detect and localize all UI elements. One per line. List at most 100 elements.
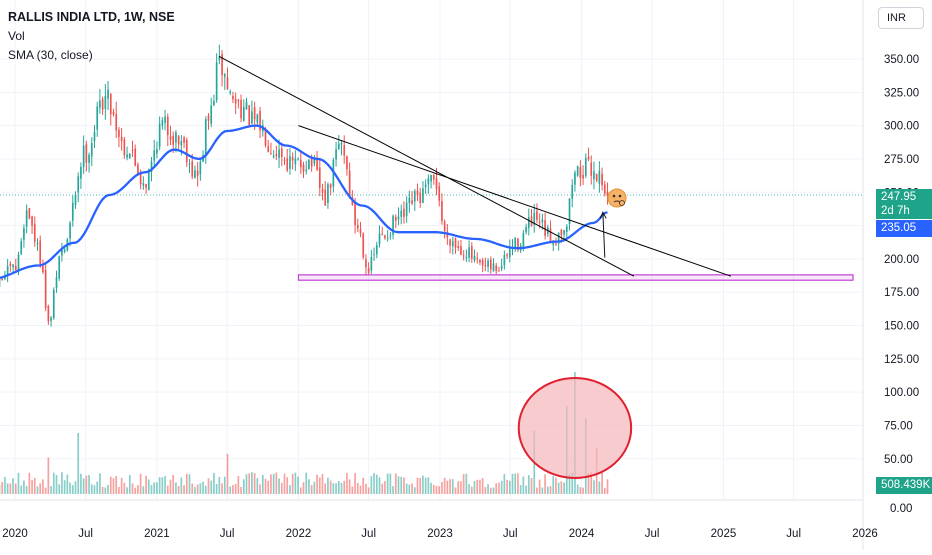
candle-body: [143, 183, 145, 185]
candle-body: [593, 171, 595, 179]
bar-countdown: 2d 7h: [881, 204, 932, 218]
volume-bar: [289, 485, 291, 494]
currency-button[interactable]: INR: [878, 7, 924, 29]
price-tick-label: 275.00: [884, 154, 919, 166]
volume-bar: [77, 433, 79, 494]
symbol-title[interactable]: RALLIS INDIA LTD, 1W, NSE: [8, 8, 175, 27]
candle-body: [514, 238, 516, 248]
candle-body: [474, 256, 476, 260]
candle-body: [563, 230, 565, 235]
candle-body: [406, 203, 408, 216]
volume-bar: [387, 474, 389, 494]
volume-bar: [221, 483, 223, 494]
time-axis-bg[interactable]: [0, 500, 863, 550]
volume-bar: [398, 476, 400, 494]
volume-bar: [189, 474, 191, 494]
volume-bar: [208, 478, 210, 494]
volume-bar: [558, 483, 560, 494]
sma-value-tag: 235.05: [876, 220, 932, 237]
volume-bar: [441, 482, 443, 494]
candle-body: [96, 107, 98, 130]
support-zone[interactable]: [298, 275, 853, 280]
volume-bar: [335, 483, 337, 494]
candle-body: [105, 96, 107, 109]
candle-body: [64, 249, 66, 252]
candle-body: [585, 158, 587, 176]
volume-bar: [463, 474, 465, 494]
candle-body: [552, 243, 554, 245]
candle-body: [213, 101, 215, 105]
candle-body: [189, 164, 191, 165]
candle-body: [390, 235, 392, 236]
volume-bar: [582, 488, 584, 494]
volume-bar: [67, 475, 69, 494]
candle-body: [528, 217, 530, 228]
volume-bar: [390, 474, 392, 494]
volume-bar: [229, 487, 231, 494]
candle-body: [409, 198, 411, 203]
candle-body: [45, 270, 47, 308]
volume-bar: [295, 473, 297, 494]
volume-bar: [64, 480, 66, 494]
candle-body: [276, 154, 278, 156]
volume-ellipse-group: [519, 378, 631, 478]
volume-bar: [449, 479, 451, 494]
legend-sma[interactable]: SMA (30, close): [8, 46, 175, 65]
candle-body: [15, 266, 17, 270]
candle-body: [596, 174, 598, 180]
candle-body: [550, 228, 552, 242]
emoji-group: [608, 189, 626, 207]
volume-bar: [15, 484, 17, 494]
price-axis-bg[interactable]: [863, 0, 932, 550]
candle-body: [577, 166, 579, 176]
candle-body: [387, 238, 389, 239]
candle-body: [542, 219, 544, 222]
volume-highlight-ellipse[interactable]: [519, 378, 631, 478]
volume-bar: [94, 485, 96, 494]
candle-body: [590, 163, 592, 176]
candle-body: [305, 170, 307, 172]
time-tick-label: 2024: [569, 528, 595, 540]
last-price-tag: 247.95 2d 7h: [876, 189, 932, 219]
last-price-value: 247.95: [881, 190, 932, 204]
volume-bar: [308, 479, 310, 494]
candle-body: [506, 254, 508, 255]
volume-bar: [525, 486, 527, 494]
volume-bar: [96, 482, 98, 494]
candle-body: [159, 124, 161, 147]
thinking-face-emoji-icon[interactable]: [608, 189, 626, 207]
volume-bar: [604, 488, 606, 494]
volume-bar: [45, 488, 47, 494]
volume-bar: [99, 473, 101, 494]
volume-bar: [7, 483, 9, 494]
candle-body: [376, 245, 378, 254]
candle-body: [335, 149, 337, 159]
candle-body: [270, 153, 272, 154]
candle-body: [460, 246, 462, 255]
candle-body: [338, 144, 340, 149]
candle-body: [1, 278, 3, 279]
volume-bar: [599, 481, 601, 494]
candle-body: [441, 201, 443, 221]
volume-bar: [145, 476, 147, 494]
volume-bar: [110, 477, 112, 494]
volume-bar: [368, 488, 370, 495]
candle-body: [140, 174, 142, 184]
volume-bar: [29, 473, 31, 494]
volume-bar: [311, 485, 313, 494]
candle-body: [99, 101, 101, 108]
volume-bar: [362, 478, 364, 494]
volume-bar: [466, 474, 468, 494]
candle-body: [436, 178, 438, 189]
legend-volume[interactable]: Vol: [8, 27, 175, 46]
volume-bar: [243, 479, 245, 494]
time-tick-label: 2026: [852, 528, 878, 540]
candle-body: [341, 143, 343, 144]
price-tick-label: 50.00: [884, 454, 913, 466]
candle-body: [31, 216, 33, 225]
candle-body: [37, 243, 39, 244]
volume-bar: [517, 473, 519, 494]
time-tick-label: 2021: [144, 528, 170, 540]
